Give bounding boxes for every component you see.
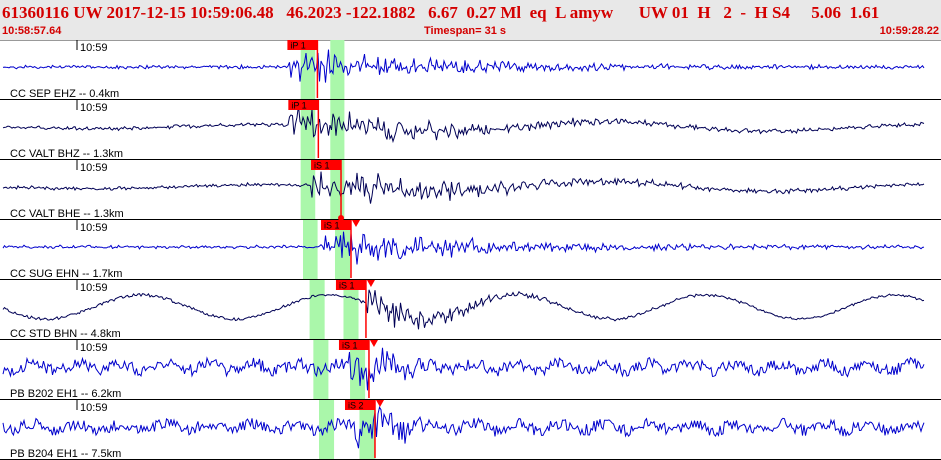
pick-label: iS 1 xyxy=(339,281,355,291)
waveform xyxy=(2,347,925,391)
window-end-time: 10:59:28.22 xyxy=(879,25,939,37)
seismogram-panel[interactable]: 10:59 CC SEP EHZ -- 0.4km iP 1 10:59 CC VALT… xyxy=(0,40,941,460)
event-header: 61360116 UW 2017-12-15 10:59:06.48 46.20… xyxy=(0,0,941,41)
analysis-window-1 xyxy=(313,340,329,400)
trace-row[interactable]: 10:59 CC VALT BHZ -- 1.3km iP 1 xyxy=(0,100,941,160)
analysis-window-1 xyxy=(309,280,325,340)
station-label: CC VALT BHZ -- 1.3km xyxy=(10,148,123,160)
phase-pick[interactable]: iS 1 xyxy=(311,160,345,221)
pick-flag[interactable] xyxy=(288,100,319,110)
pick-flag[interactable] xyxy=(338,340,369,350)
pick-label: iS 1 xyxy=(342,341,358,351)
phase-pick[interactable]: iP 1 xyxy=(287,40,319,98)
pick-flag[interactable] xyxy=(335,280,366,290)
waveform xyxy=(2,105,925,144)
waveform xyxy=(2,289,925,330)
station-label: PB B202 EH1 -- 6.2km xyxy=(10,388,121,400)
analysis-window-2 xyxy=(359,400,376,460)
pick-label: iP 1 xyxy=(291,101,306,111)
analysis-window-2 xyxy=(350,340,366,400)
station-label: CC SEP EHZ -- 0.4km xyxy=(10,88,119,100)
pick-triangle-marker xyxy=(369,340,378,347)
analysis-window-1 xyxy=(300,40,316,100)
station-label: CC VALT BHE -- 1.3km xyxy=(10,208,124,220)
pick-flag[interactable] xyxy=(287,40,318,50)
pick-flag[interactable] xyxy=(320,220,351,230)
event-summary: 61360116 UW 2017-12-15 10:59:06.48 46.20… xyxy=(2,3,880,22)
phase-pick[interactable]: iS 1 xyxy=(338,340,378,398)
minute-mark: 10:59 xyxy=(80,402,108,414)
station-label: CC STD BHN -- 4.8km xyxy=(10,328,121,340)
pick-label: iS 2 xyxy=(348,401,364,411)
station-label: PB B204 EH1 -- 7.5km xyxy=(10,448,121,460)
minute-mark: 10:59 xyxy=(80,162,108,174)
trace-row[interactable]: 10:59 CC STD BHN -- 4.8km iS 1 xyxy=(0,280,941,340)
minute-mark: 10:59 xyxy=(80,102,108,114)
minute-mark: 10:59 xyxy=(80,342,108,354)
pick-flag[interactable] xyxy=(311,160,342,170)
phase-pick[interactable]: iS 1 xyxy=(335,280,375,338)
station-label: CC SUG EHN -- 1.7km xyxy=(10,268,122,280)
analysis-window-2 xyxy=(330,40,345,100)
minute-mark: 10:59 xyxy=(80,222,108,234)
analysis-window-1 xyxy=(303,220,318,280)
trace-row[interactable]: 10:59 PB B204 EH1 -- 7.5km iS 2 xyxy=(0,400,941,460)
minute-mark: 10:59 xyxy=(80,282,108,294)
phase-pick[interactable]: iP 1 xyxy=(288,100,320,158)
phase-pick[interactable]: iS 2 xyxy=(344,400,384,458)
waveform xyxy=(2,171,925,204)
trace-row[interactable]: 10:59 CC SUG EHN -- 1.7km iS 1 xyxy=(0,220,941,280)
analysis-window-2 xyxy=(343,280,359,340)
analysis-window-1 xyxy=(300,160,316,220)
window-start-time: 10:58:57.64 xyxy=(2,25,62,37)
pick-label: iS 1 xyxy=(324,221,340,231)
minute-mark: 10:59 xyxy=(80,42,108,54)
pick-circle-marker xyxy=(338,215,345,221)
timespan-label: Timespan= 31 s xyxy=(424,25,507,37)
waveform xyxy=(2,406,925,449)
pick-triangle-marker xyxy=(351,220,360,227)
pick-label: iS 1 xyxy=(314,161,330,171)
trace-row[interactable]: 10:59 PB B202 EH1 -- 6.2km iS 1 xyxy=(0,340,941,400)
waveform xyxy=(2,49,925,83)
pick-flag[interactable] xyxy=(344,400,375,410)
phase-pick[interactable]: iS 1 xyxy=(320,220,360,278)
pick-triangle-marker xyxy=(366,280,375,287)
waveform xyxy=(2,231,925,265)
pick-triangle-marker xyxy=(375,400,384,407)
pick-label: iP 1 xyxy=(290,41,305,51)
trace-row[interactable]: 10:59 CC VALT BHE -- 1.3km iS 1 xyxy=(0,160,941,221)
trace-row[interactable]: 10:59 CC SEP EHZ -- 0.4km iP 1 xyxy=(0,40,941,100)
